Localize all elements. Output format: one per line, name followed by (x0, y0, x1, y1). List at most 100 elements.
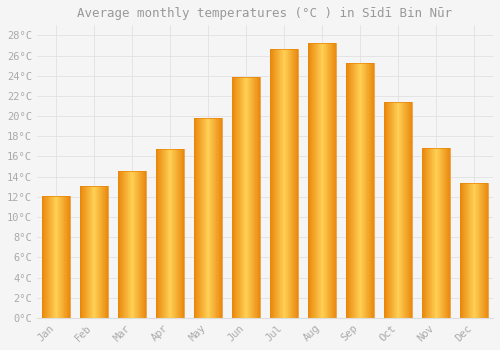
Bar (68, 196, 70, 318)
Bar (233, 77, 234, 318)
Bar (80, 186, 81, 318)
Bar (350, 63, 352, 318)
Bar (329, 43, 330, 318)
Bar (436, 148, 438, 318)
Bar (373, 63, 374, 318)
Bar (118, 170, 119, 318)
Bar (214, 118, 215, 318)
Bar (179, 149, 180, 318)
Bar (467, 183, 468, 318)
Bar (88, 186, 89, 318)
Bar (126, 170, 127, 318)
Bar (253, 77, 254, 318)
Bar (441, 148, 442, 318)
Bar (466, 183, 467, 318)
Bar (449, 148, 450, 318)
Bar (180, 149, 182, 318)
Bar (130, 170, 131, 318)
Bar (284, 49, 286, 318)
Bar (50, 196, 51, 318)
Bar (200, 118, 201, 318)
Bar (444, 148, 446, 318)
Bar (65, 196, 66, 318)
Bar (319, 43, 320, 318)
Bar (96, 186, 98, 318)
Bar (286, 49, 287, 318)
Bar (270, 49, 271, 318)
Bar (310, 43, 312, 318)
Bar (474, 183, 475, 318)
Bar (471, 183, 472, 318)
Bar (276, 49, 277, 318)
Bar (242, 77, 243, 318)
Bar (314, 43, 315, 318)
Bar (386, 102, 388, 318)
Bar (348, 63, 350, 318)
Bar (132, 170, 134, 318)
Bar (196, 118, 197, 318)
Bar (358, 63, 360, 318)
Bar (248, 77, 249, 318)
Bar (120, 170, 121, 318)
Bar (317, 43, 318, 318)
Bar (442, 148, 443, 318)
Bar (82, 186, 83, 318)
Bar (422, 148, 450, 318)
Bar (157, 149, 158, 318)
Bar (486, 183, 487, 318)
Bar (162, 149, 164, 318)
Bar (58, 196, 59, 318)
Bar (362, 63, 363, 318)
Bar (83, 186, 84, 318)
Bar (208, 118, 210, 318)
Bar (422, 148, 423, 318)
Bar (165, 149, 166, 318)
Bar (469, 183, 470, 318)
Bar (462, 183, 464, 318)
Bar (394, 102, 395, 318)
Bar (327, 43, 328, 318)
Bar (352, 63, 353, 318)
Bar (168, 149, 169, 318)
Bar (56, 196, 57, 318)
Bar (156, 149, 157, 318)
Bar (194, 118, 222, 318)
Bar (91, 186, 92, 318)
Bar (256, 77, 258, 318)
Bar (360, 63, 362, 318)
Bar (240, 77, 241, 318)
Bar (384, 102, 412, 318)
Bar (481, 183, 482, 318)
Bar (259, 77, 260, 318)
Bar (283, 49, 284, 318)
Bar (100, 186, 101, 318)
Bar (484, 183, 486, 318)
Bar (61, 196, 62, 318)
Bar (60, 196, 61, 318)
Bar (406, 102, 408, 318)
Bar (94, 186, 96, 318)
Bar (66, 196, 67, 318)
Bar (52, 196, 53, 318)
Bar (131, 170, 132, 318)
Bar (89, 186, 90, 318)
Bar (476, 183, 477, 318)
Bar (124, 170, 126, 318)
Bar (403, 102, 404, 318)
Bar (119, 170, 120, 318)
Bar (357, 63, 358, 318)
Bar (433, 148, 434, 318)
Bar (398, 102, 400, 318)
Bar (172, 149, 174, 318)
Bar (354, 63, 355, 318)
Bar (431, 148, 432, 318)
Bar (42, 196, 70, 318)
Bar (63, 196, 64, 318)
Bar (64, 196, 65, 318)
Bar (321, 43, 322, 318)
Bar (472, 183, 474, 318)
Bar (90, 186, 91, 318)
Bar (136, 170, 137, 318)
Bar (346, 63, 347, 318)
Bar (468, 183, 469, 318)
